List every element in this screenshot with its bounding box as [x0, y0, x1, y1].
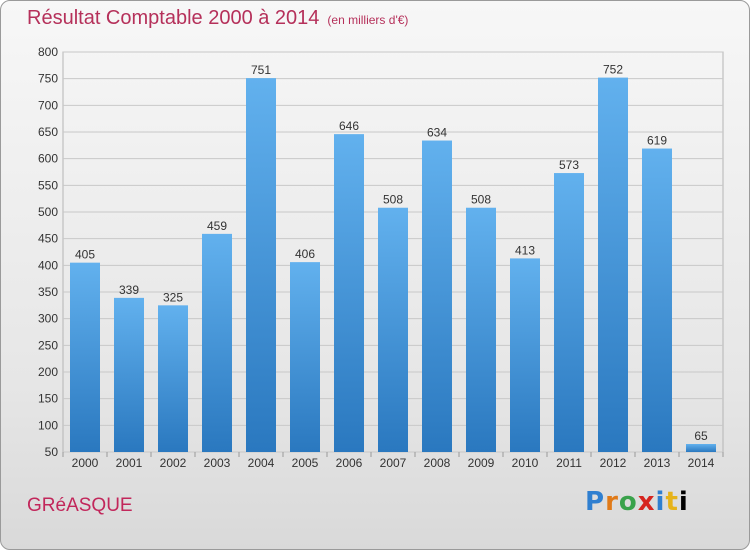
- chart-subtitle: (en milliers d'€): [327, 13, 409, 27]
- bar: [114, 297, 144, 452]
- x-tick-label: 2003: [204, 456, 231, 470]
- bar-value-label: 619: [647, 134, 667, 148]
- chart-title-text: Résultat Comptable 2000 à 2014: [27, 7, 320, 29]
- y-tick-label: 600: [38, 152, 58, 166]
- chart-title: Résultat Comptable 2000 à 2014 (en millie…: [27, 7, 408, 30]
- x-tick-label: 2013: [644, 456, 671, 470]
- x-tick-label: 2009: [468, 456, 495, 470]
- x-tick-label: 2011: [556, 456, 582, 470]
- bar: [642, 148, 672, 453]
- y-tick-label: 750: [38, 72, 58, 86]
- bar-value-label: 646: [339, 119, 359, 133]
- x-tick-label: 2004: [248, 456, 275, 470]
- bar-layer: 405 339 325 459 751 406 646 508 634 508 413 573 752 6…: [70, 63, 716, 453]
- bar: [554, 173, 584, 453]
- bar: [598, 77, 628, 452]
- y-tick-label: 350: [38, 285, 58, 299]
- bar: [158, 305, 188, 452]
- x-tick-label: 2008: [424, 456, 451, 470]
- y-tick-label: 50: [45, 445, 59, 459]
- axis-layer: 50 100 150 200 250 300 350 400 450 500 550 600 650 70…: [38, 45, 724, 470]
- y-tick-label: 650: [38, 125, 58, 139]
- y-tick-label: 550: [38, 178, 58, 192]
- bar-value-label: 413: [515, 243, 535, 257]
- bar-value-label: 508: [471, 193, 491, 207]
- x-tick-label: 2002: [160, 456, 187, 470]
- bar-value-label: 405: [75, 248, 95, 262]
- proxiti-logo: Proxiti: [585, 487, 689, 517]
- bar-value-label: 65: [694, 429, 708, 443]
- bar: [466, 207, 496, 452]
- x-tick-label: 2005: [292, 456, 319, 470]
- y-tick-label: 150: [38, 392, 58, 406]
- bar: [202, 233, 232, 452]
- bar-value-label: 459: [207, 219, 227, 233]
- y-tick-label: 500: [38, 205, 58, 219]
- bar: [70, 262, 100, 452]
- bar: [510, 258, 540, 452]
- bar-value-label: 406: [295, 247, 315, 261]
- y-tick-label: 450: [38, 232, 58, 246]
- bar: [246, 78, 276, 452]
- y-tick-label: 300: [38, 312, 58, 326]
- bar-value-label: 339: [119, 283, 139, 297]
- bar-value-label: 508: [383, 193, 403, 207]
- x-tick-label: 2000: [72, 456, 99, 470]
- x-tick-label: 2001: [116, 456, 143, 470]
- bar: [422, 140, 452, 453]
- x-tick-label: 2014: [688, 456, 715, 470]
- bar-value-label: 634: [427, 126, 447, 140]
- y-tick-label: 800: [38, 45, 58, 59]
- y-tick-label: 700: [38, 98, 58, 112]
- x-tick-label: 2010: [512, 456, 539, 470]
- bar: [290, 262, 320, 452]
- x-tick-label: 2012: [600, 456, 627, 470]
- x-tick-label: 2007: [380, 456, 407, 470]
- y-tick-label: 250: [38, 338, 58, 352]
- commune-name: GRéASQUE: [27, 495, 133, 516]
- bar-value-label: 325: [163, 290, 183, 304]
- y-tick-label: 200: [38, 365, 58, 379]
- bar-value-label: 573: [559, 158, 579, 172]
- y-tick-label: 100: [38, 418, 58, 432]
- x-tick-label: 2006: [336, 456, 363, 470]
- bar-value-label: 752: [603, 63, 623, 77]
- bar-value-label: 751: [251, 63, 271, 77]
- bar: [334, 134, 364, 452]
- bar: [686, 444, 716, 452]
- y-tick-label: 400: [38, 258, 58, 272]
- bar: [378, 207, 408, 452]
